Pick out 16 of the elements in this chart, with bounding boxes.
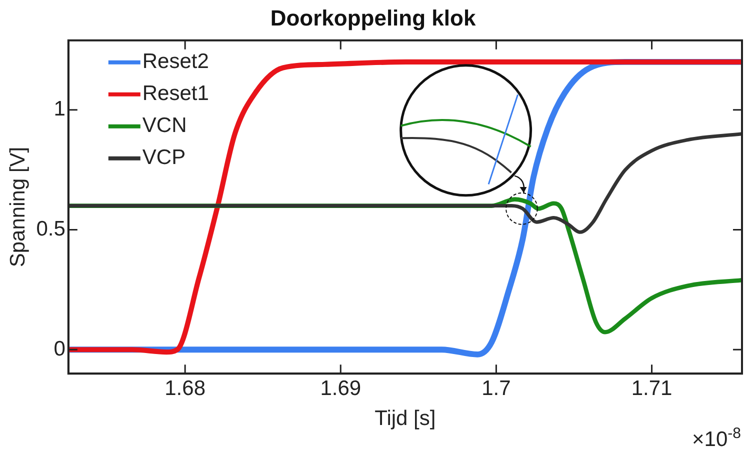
y-tick-label: 1 <box>54 98 66 121</box>
x-tick-label: 1.7 <box>482 376 511 400</box>
legend-label: Reset2 <box>142 50 209 74</box>
legend-label: Reset1 <box>142 82 209 106</box>
x-tick-label: 1.71 <box>631 376 672 400</box>
y-axis-title: Spanning [V] <box>6 146 30 268</box>
legend-label: VCP <box>142 146 186 170</box>
text: ×10$^{-8}$ <box>692 425 741 452</box>
y-tick-label: 0 <box>54 337 66 360</box>
line-series <box>68 132 742 234</box>
y-tick-label: 0.5 <box>36 218 66 241</box>
x-tick-label: 1.68 <box>164 376 206 400</box>
x-tick-label: 1.69 <box>320 376 362 400</box>
chart-title: Doorkoppeling klok <box>270 5 476 30</box>
x-axis-title: Tijd [s] <box>374 407 436 430</box>
legend-label: VCN <box>142 114 187 138</box>
